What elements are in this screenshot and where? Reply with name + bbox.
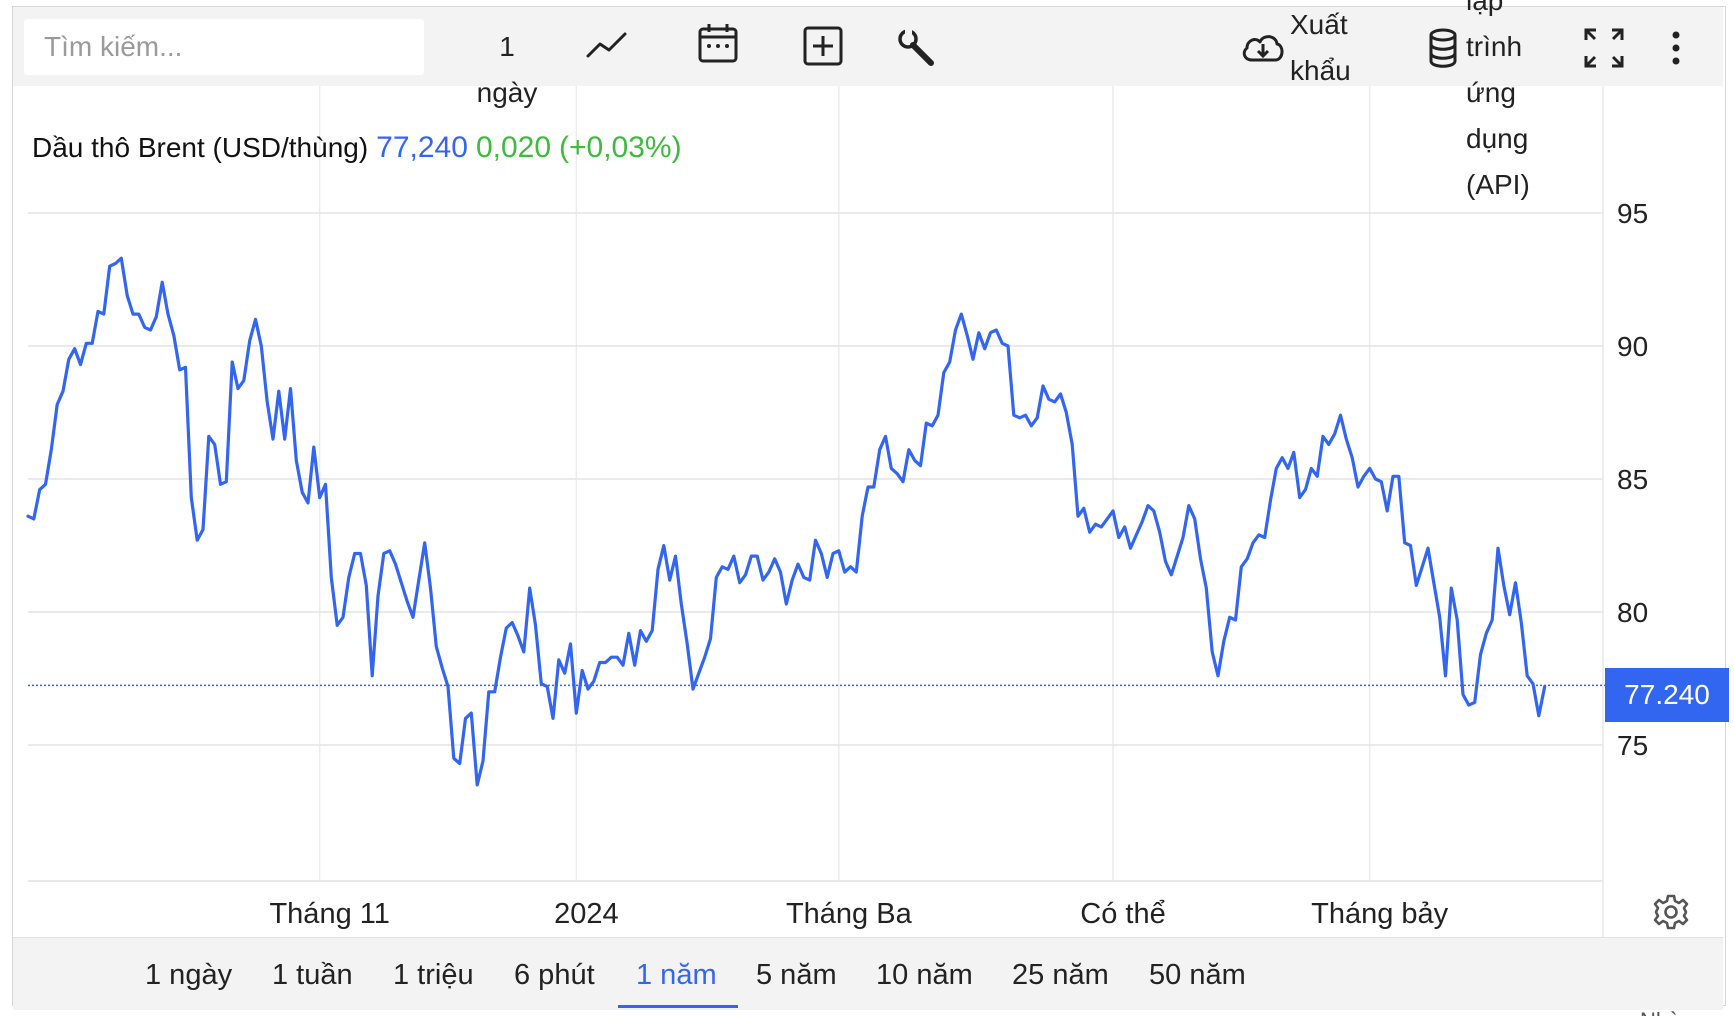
- y-tick-label: 75: [1617, 730, 1648, 761]
- y-tick-label: 95: [1617, 198, 1648, 229]
- x-tick-label: 2024: [554, 898, 619, 930]
- calendar-icon[interactable]: [697, 22, 739, 64]
- fullscreen-icon[interactable]: [1584, 28, 1624, 68]
- legend: Dầu thô Brent (USD/thùng) 77,240 0,020 (+0,…: [32, 131, 682, 165]
- database-icon[interactable]: [1428, 28, 1458, 68]
- period-1m[interactable]: 1 triệu: [393, 959, 474, 991]
- legend-price: 77,240: [376, 131, 468, 164]
- period-bar: [13, 937, 1723, 1010]
- search-input[interactable]: [24, 30, 424, 64]
- legend-change-pct: (+0,03%): [559, 131, 682, 164]
- y-tick-label: 80: [1617, 597, 1648, 628]
- y-tick-label: 90: [1617, 331, 1648, 362]
- period-5y[interactable]: 5 năm: [756, 959, 837, 991]
- last-price-badge: 77.240: [1605, 668, 1729, 722]
- period-25y[interactable]: 25 năm: [1012, 959, 1109, 991]
- x-tick-label: Tháng 11: [269, 898, 389, 930]
- period-1d[interactable]: 1 ngày: [145, 959, 233, 991]
- period-10y[interactable]: 10 năm: [876, 959, 973, 991]
- more-options-icon[interactable]: [1670, 30, 1682, 66]
- x-tick-label: Tháng Ba: [786, 898, 913, 930]
- interval-selector[interactable]: 1 ngày: [476, 31, 538, 108]
- x-tick-label: Tháng bảy: [1311, 898, 1449, 930]
- corner-caption: Nhà cung cấp: [1640, 1008, 1734, 1016]
- y-tick-label: 85: [1617, 464, 1648, 495]
- active-period-indicator: [618, 1005, 738, 1008]
- period-1y[interactable]: 1 năm: [636, 959, 717, 991]
- period-50y[interactable]: 50 năm: [1149, 959, 1246, 991]
- chart-frame: [12, 6, 1726, 1006]
- api-button[interactable]: lập trình ứng dụng (API): [1466, 0, 1530, 200]
- download-cloud-icon[interactable]: [1240, 30, 1286, 66]
- search-box[interactable]: [24, 19, 424, 75]
- series-line[interactable]: [26, 256, 1547, 787]
- series-name: Dầu thô Brent (USD/thùng): [32, 132, 369, 163]
- period-1w[interactable]: 1 tuần: [272, 959, 353, 991]
- export-button[interactable]: Xuất khẩu: [1290, 9, 1351, 86]
- wrench-icon[interactable]: [896, 28, 936, 68]
- add-indicator-icon[interactable]: [803, 26, 843, 66]
- legend-change: 0,020: [475, 131, 552, 164]
- settings-gear-icon[interactable]: [1652, 893, 1690, 931]
- x-tick-label: Có thể: [1080, 898, 1165, 930]
- line-chart-icon[interactable]: [585, 28, 629, 64]
- period-6m[interactable]: 6 phút: [514, 959, 595, 991]
